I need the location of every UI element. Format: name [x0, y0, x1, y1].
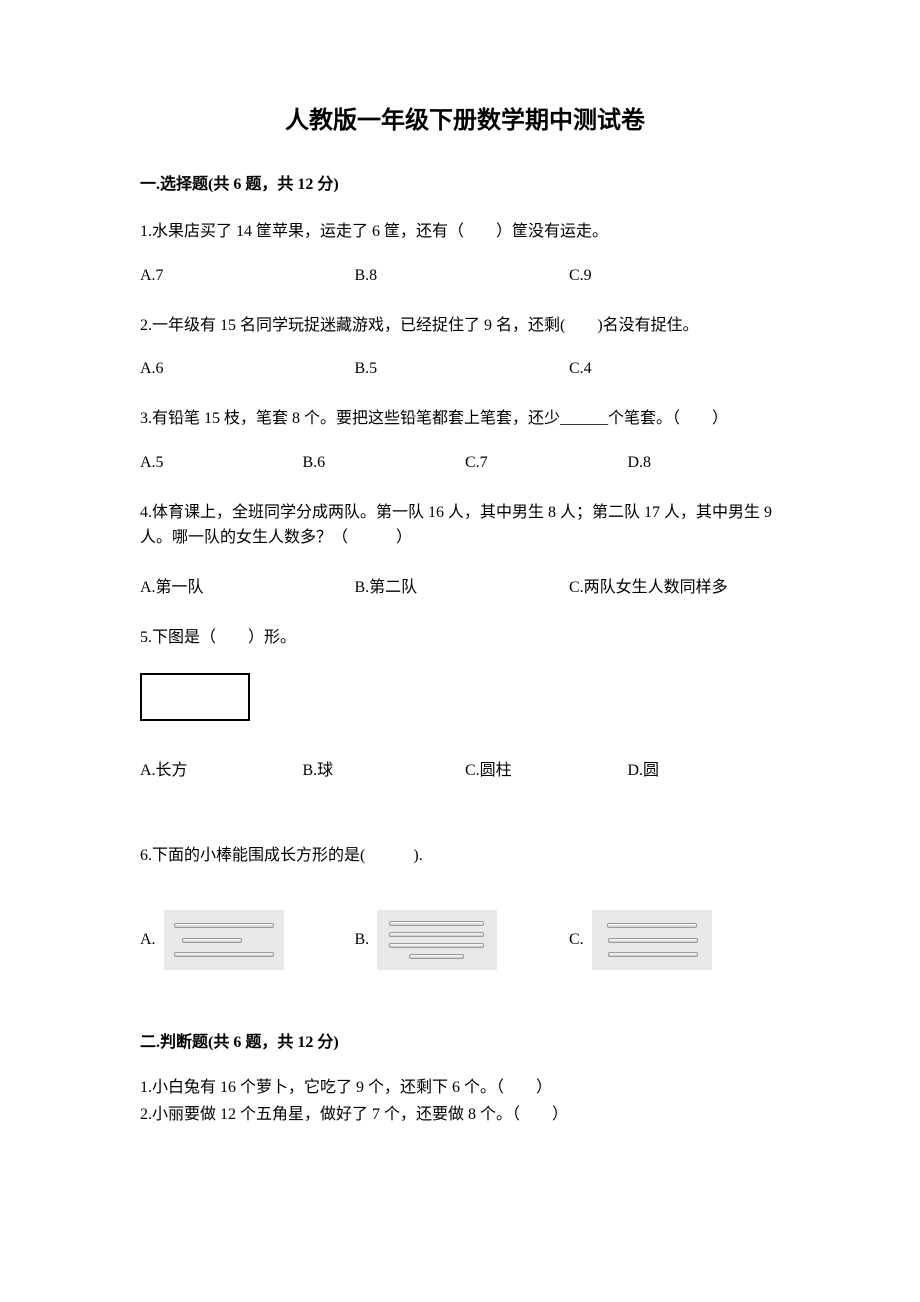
question-2-text: 2.一年级有 15 名同学玩捉迷藏游戏，已经捉住了 9 名，还剩( )名没有捉住… — [140, 313, 790, 339]
q1-option-b: B.8 — [355, 267, 570, 285]
q6-option-b-group: B. — [355, 910, 570, 970]
q5-option-c: C.圆柱 — [465, 756, 628, 780]
question-5-rectangle-shape — [140, 673, 250, 721]
judge-question-2: 2.小丽要做 12 个五角星，做好了 7 个，还要做 8 个。（ ） — [140, 1101, 790, 1128]
q6-sticks-b — [377, 910, 497, 970]
q3-option-b: B.6 — [303, 454, 466, 472]
question-1-text: 1.水果店买了 14 筐苹果，运走了 6 筐，还有（ ）筐没有运走。 — [140, 219, 790, 245]
q3-option-a: A.5 — [140, 454, 303, 472]
q6-option-c-group: C. — [569, 910, 784, 970]
question-4-text: 4.体育课上，全班同学分成两队。第一队 16 人，其中男生 8 人；第二队 17… — [140, 500, 790, 551]
q2-option-b: B.5 — [355, 360, 570, 378]
q2-option-c: C.4 — [569, 360, 784, 378]
question-5-text: 5.下图是（ ）形。 — [140, 625, 790, 651]
question-6-options: A. B. C. — [140, 910, 790, 970]
q5-option-a: A.长方 — [140, 756, 303, 780]
section-1-header: 一.选择题(共 6 题，共 12 分) — [140, 170, 790, 194]
q4-option-c: C.两队女生人数同样多 — [569, 573, 784, 597]
section-2-header: 二.判断题(共 6 题，共 12 分) — [140, 1028, 790, 1052]
question-6-text: 6.下面的小棒能围成长方形的是( ). — [140, 843, 790, 869]
q3-option-d: D.8 — [628, 454, 791, 472]
question-4-options: A.第一队 B.第二队 C.两队女生人数同样多 — [140, 573, 790, 597]
q5-option-d: D.圆 — [628, 756, 791, 780]
judge-question-1: 1.小白兔有 16 个萝卜，它吃了 9 个，还剩下 6 个。（ ） — [140, 1074, 790, 1101]
q6-option-a-label: A. — [140, 931, 156, 949]
q6-sticks-c — [592, 910, 712, 970]
q1-option-c: C.9 — [569, 267, 784, 285]
q3-option-c: C.7 — [465, 454, 628, 472]
q1-option-a: A.7 — [140, 267, 355, 285]
q6-option-a-group: A. — [140, 910, 355, 970]
q5-option-b: B.球 — [303, 756, 466, 780]
q4-option-a: A.第一队 — [140, 573, 355, 597]
question-2-options: A.6 B.5 C.4 — [140, 360, 790, 378]
q6-option-c-label: C. — [569, 931, 584, 949]
page-title: 人教版一年级下册数学期中测试卷 — [140, 100, 790, 135]
question-3-text: 3.有铅笔 15 枝，笔套 8 个。要把这些铅笔都套上笔套，还少______个笔… — [140, 406, 790, 432]
q4-option-b: B.第二队 — [355, 573, 570, 597]
q6-sticks-a — [164, 910, 284, 970]
q6-option-b-label: B. — [355, 931, 370, 949]
question-5-options: A.长方 B.球 C.圆柱 D.圆 — [140, 756, 790, 780]
q2-option-a: A.6 — [140, 360, 355, 378]
question-3-options: A.5 B.6 C.7 D.8 — [140, 454, 790, 472]
question-1-options: A.7 B.8 C.9 — [140, 267, 790, 285]
